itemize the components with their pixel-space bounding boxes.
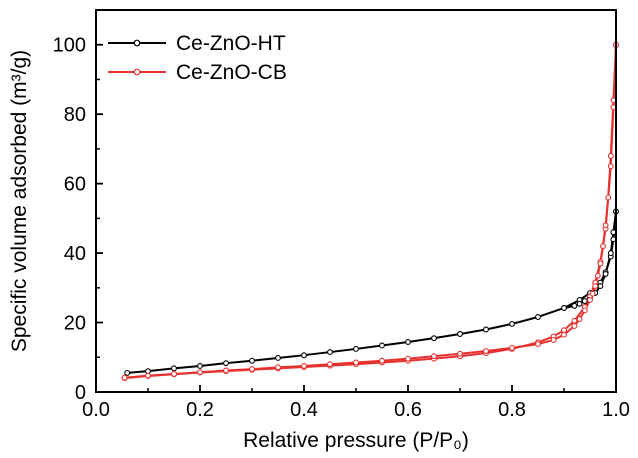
data-point bbox=[483, 348, 489, 354]
legend-marker-ce-zno-cb bbox=[133, 68, 141, 76]
data-point bbox=[171, 370, 177, 377]
data-point bbox=[535, 314, 541, 320]
x-axis: 0.0 0.2 0.4 0.6 0.8 1.0 bbox=[82, 385, 630, 421]
legend-item-ce-zno-cb: Ce-ZnO-CB bbox=[108, 61, 287, 84]
data-point bbox=[587, 297, 593, 303]
data-point bbox=[197, 363, 203, 369]
data-point bbox=[571, 317, 578, 324]
y-tick-label: 20 bbox=[64, 313, 86, 335]
data-point bbox=[605, 194, 612, 201]
data-point bbox=[197, 369, 203, 376]
data-point bbox=[576, 316, 583, 323]
data-point bbox=[249, 357, 255, 364]
y-tick-label: 60 bbox=[64, 174, 86, 196]
data-point bbox=[327, 349, 333, 356]
data-point bbox=[581, 307, 588, 314]
data-point bbox=[550, 336, 557, 343]
y-tick-label: 80 bbox=[64, 104, 86, 126]
x-axis-title-text: Relative pressure (P/P₀) bbox=[243, 429, 469, 452]
x-tick-label: 0.2 bbox=[186, 399, 214, 421]
data-point bbox=[457, 350, 463, 357]
legend-marker-ce-zno-ht bbox=[133, 39, 141, 47]
data-point bbox=[509, 320, 515, 327]
x-tick-label: 0.8 bbox=[498, 399, 526, 421]
data-point bbox=[275, 355, 281, 361]
data-point bbox=[561, 331, 567, 338]
legend-label-ce-zno-ht: Ce-ZnO-HT bbox=[176, 32, 286, 55]
data-point bbox=[431, 335, 437, 342]
x-tick-label: 1.0 bbox=[602, 399, 630, 421]
data-point bbox=[353, 345, 359, 352]
data-point bbox=[576, 300, 583, 307]
data-point bbox=[571, 323, 578, 329]
data-point bbox=[535, 341, 541, 348]
legend-item-ce-zno-ht: Ce-ZnO-HT bbox=[108, 32, 286, 55]
data-point bbox=[607, 250, 614, 257]
data-point bbox=[602, 270, 609, 277]
data-point bbox=[171, 365, 177, 372]
y-tick-label: 100 bbox=[53, 35, 86, 57]
data-point bbox=[602, 222, 609, 229]
y-axis: 0 20 40 60 80 100 bbox=[53, 9, 103, 404]
data-point bbox=[600, 243, 606, 250]
data-point bbox=[301, 352, 307, 359]
data-point bbox=[223, 367, 229, 374]
data-point bbox=[145, 372, 151, 379]
data-point bbox=[594, 272, 601, 279]
data-point bbox=[592, 283, 599, 290]
data-point bbox=[405, 355, 411, 362]
data-point bbox=[124, 369, 131, 376]
data-point bbox=[571, 302, 578, 309]
x-axis-title: Relative pressure (P/P₀) bbox=[243, 429, 469, 452]
data-point bbox=[327, 361, 333, 368]
data-point bbox=[431, 353, 437, 360]
x-tick-label: 0.4 bbox=[290, 399, 318, 421]
data-point bbox=[301, 363, 307, 369]
data-point bbox=[509, 344, 515, 351]
data-point bbox=[353, 359, 359, 366]
data-point bbox=[607, 163, 614, 170]
legend: Ce-ZnO-HT Ce-ZnO-CB bbox=[108, 32, 287, 84]
data-point bbox=[223, 360, 229, 367]
y-tick-label: 40 bbox=[64, 243, 86, 265]
data-point bbox=[249, 366, 255, 373]
data-point bbox=[379, 342, 385, 349]
y-tick-label: 0 bbox=[75, 382, 86, 404]
data-point bbox=[457, 331, 463, 337]
x-tick-label: 0.0 bbox=[82, 399, 110, 421]
data-point bbox=[597, 260, 604, 267]
y-axis-title: Specific volume adsorbed (m³/g) bbox=[8, 50, 31, 352]
data-point bbox=[379, 357, 385, 364]
data-point bbox=[405, 339, 411, 345]
data-point bbox=[607, 152, 614, 159]
data-point bbox=[561, 305, 567, 311]
data-point bbox=[597, 283, 604, 290]
data-point bbox=[581, 298, 588, 304]
data-point bbox=[589, 290, 596, 297]
x-tick-label: 0.6 bbox=[394, 399, 422, 421]
data-point bbox=[483, 326, 489, 333]
y-axis-title-text: Specific volume adsorbed (m³/g) bbox=[8, 50, 31, 352]
legend-label-ce-zno-cb: Ce-ZnO-CB bbox=[176, 61, 287, 84]
data-point bbox=[275, 364, 281, 371]
plot-markers bbox=[121, 41, 619, 382]
data-point bbox=[121, 374, 128, 381]
